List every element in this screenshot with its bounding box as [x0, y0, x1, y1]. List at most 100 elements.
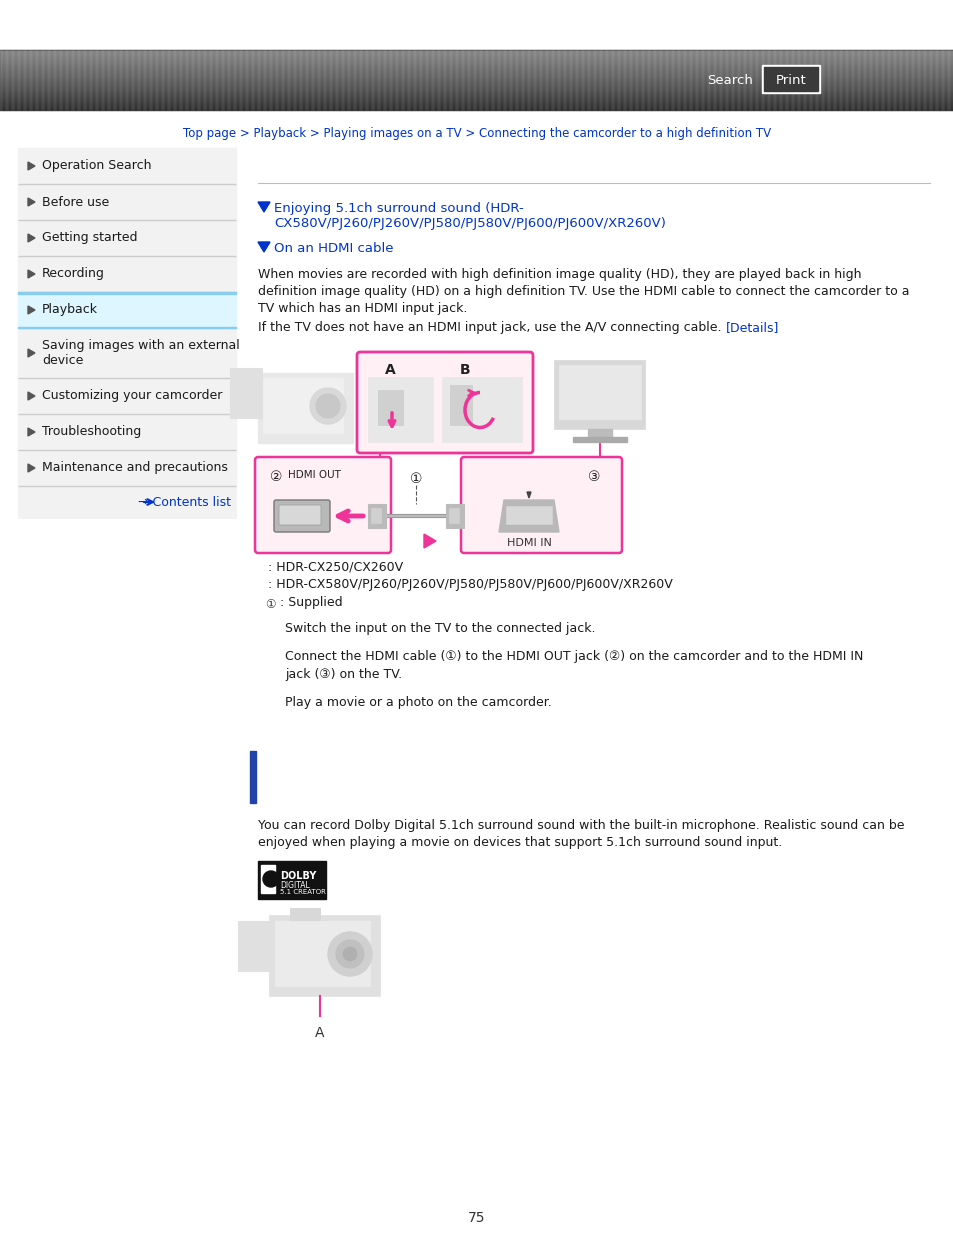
Bar — [177, 49, 178, 110]
Bar — [458, 49, 460, 110]
Bar — [348, 49, 349, 110]
Text: enjoyed when playing a movie on devices that support 5.1ch surround sound input.: enjoyed when playing a movie on devices … — [257, 836, 781, 848]
Bar — [312, 49, 314, 110]
Bar — [173, 49, 175, 110]
Bar — [105, 49, 107, 110]
Bar — [893, 49, 895, 110]
Polygon shape — [28, 350, 35, 357]
Polygon shape — [28, 464, 35, 472]
Polygon shape — [28, 306, 35, 314]
Bar — [422, 49, 424, 110]
Bar — [929, 49, 930, 110]
Bar — [274, 921, 370, 986]
Bar — [503, 49, 505, 110]
Bar — [21, 49, 23, 110]
Bar — [45, 49, 47, 110]
Bar — [375, 49, 376, 110]
Bar — [3, 49, 5, 110]
Bar — [516, 49, 517, 110]
Bar — [240, 49, 241, 110]
Bar — [545, 49, 547, 110]
Bar — [150, 49, 152, 110]
Bar — [479, 49, 481, 110]
Bar — [273, 49, 274, 110]
Bar — [941, 49, 943, 110]
Bar — [165, 49, 167, 110]
Bar — [327, 49, 328, 110]
Bar — [87, 49, 89, 110]
Bar — [650, 49, 652, 110]
Text: You can record Dolby Digital 5.1ch surround sound with the built-in microphone. : You can record Dolby Digital 5.1ch surro… — [257, 819, 903, 832]
Bar — [926, 49, 927, 110]
Bar — [734, 49, 736, 110]
Bar — [854, 49, 856, 110]
Text: Enjoying 5.1ch surround sound (HDR-: Enjoying 5.1ch surround sound (HDR- — [274, 203, 523, 215]
Bar — [152, 49, 154, 110]
Bar — [615, 49, 616, 110]
Text: On an HDMI cable: On an HDMI cable — [274, 242, 393, 254]
Bar — [42, 49, 44, 110]
Bar — [842, 49, 843, 110]
Circle shape — [262, 597, 277, 613]
Bar — [510, 49, 511, 110]
Bar — [836, 49, 838, 110]
Bar — [18, 378, 235, 414]
Bar — [914, 49, 916, 110]
Text: HDMI IN: HDMI IN — [506, 538, 551, 548]
Bar — [117, 49, 118, 110]
Bar — [740, 49, 741, 110]
Bar — [440, 49, 442, 110]
FancyBboxPatch shape — [254, 457, 391, 553]
Bar — [18, 414, 235, 450]
Text: Search: Search — [706, 74, 752, 86]
Bar — [18, 49, 19, 110]
Text: Playback: Playback — [42, 304, 98, 316]
Bar — [683, 49, 685, 110]
Bar — [230, 368, 262, 417]
Bar — [707, 49, 709, 110]
Bar — [0, 49, 953, 110]
Text: B: B — [459, 363, 470, 377]
Bar — [426, 49, 427, 110]
Text: Print: Print — [775, 74, 805, 86]
Bar — [231, 49, 233, 110]
Bar — [594, 49, 595, 110]
Bar — [932, 49, 934, 110]
Bar — [840, 49, 841, 110]
Bar — [102, 49, 103, 110]
Bar — [51, 49, 52, 110]
Text: TV which has an HDMI input jack.: TV which has an HDMI input jack. — [257, 303, 467, 315]
Bar — [437, 49, 439, 110]
Bar — [377, 390, 402, 425]
Bar — [233, 49, 235, 110]
Bar — [738, 49, 739, 110]
Polygon shape — [28, 162, 35, 170]
Bar — [71, 49, 73, 110]
Bar — [908, 49, 909, 110]
Bar — [468, 49, 469, 110]
Bar — [368, 504, 386, 529]
Bar — [513, 49, 514, 110]
Bar — [111, 49, 112, 110]
Text: A: A — [384, 363, 395, 377]
Bar — [446, 504, 463, 529]
Bar — [605, 49, 607, 110]
Bar — [818, 49, 820, 110]
Bar — [566, 49, 568, 110]
Bar — [476, 49, 478, 110]
Bar — [644, 49, 646, 110]
Text: Before use: Before use — [42, 195, 110, 209]
Bar — [317, 49, 319, 110]
Text: Connect the HDMI cable (①) to the HDMI OUT jack (②) on the camcorder and to the : Connect the HDMI cable (①) to the HDMI O… — [285, 650, 862, 663]
Polygon shape — [28, 391, 35, 400]
Bar — [341, 49, 343, 110]
Bar — [282, 49, 283, 110]
Bar — [63, 49, 65, 110]
Bar — [99, 49, 100, 110]
Bar — [243, 49, 244, 110]
Bar — [263, 378, 343, 433]
Bar — [24, 49, 26, 110]
Text: : HDR-CX580V/PJ260/PJ260V/PJ580/PJ580V/PJ600/PJ600V/XR260V: : HDR-CX580V/PJ260/PJ260V/PJ580/PJ580V/P… — [268, 578, 672, 592]
Text: → Contents list: → Contents list — [138, 495, 231, 509]
Bar — [225, 49, 226, 110]
